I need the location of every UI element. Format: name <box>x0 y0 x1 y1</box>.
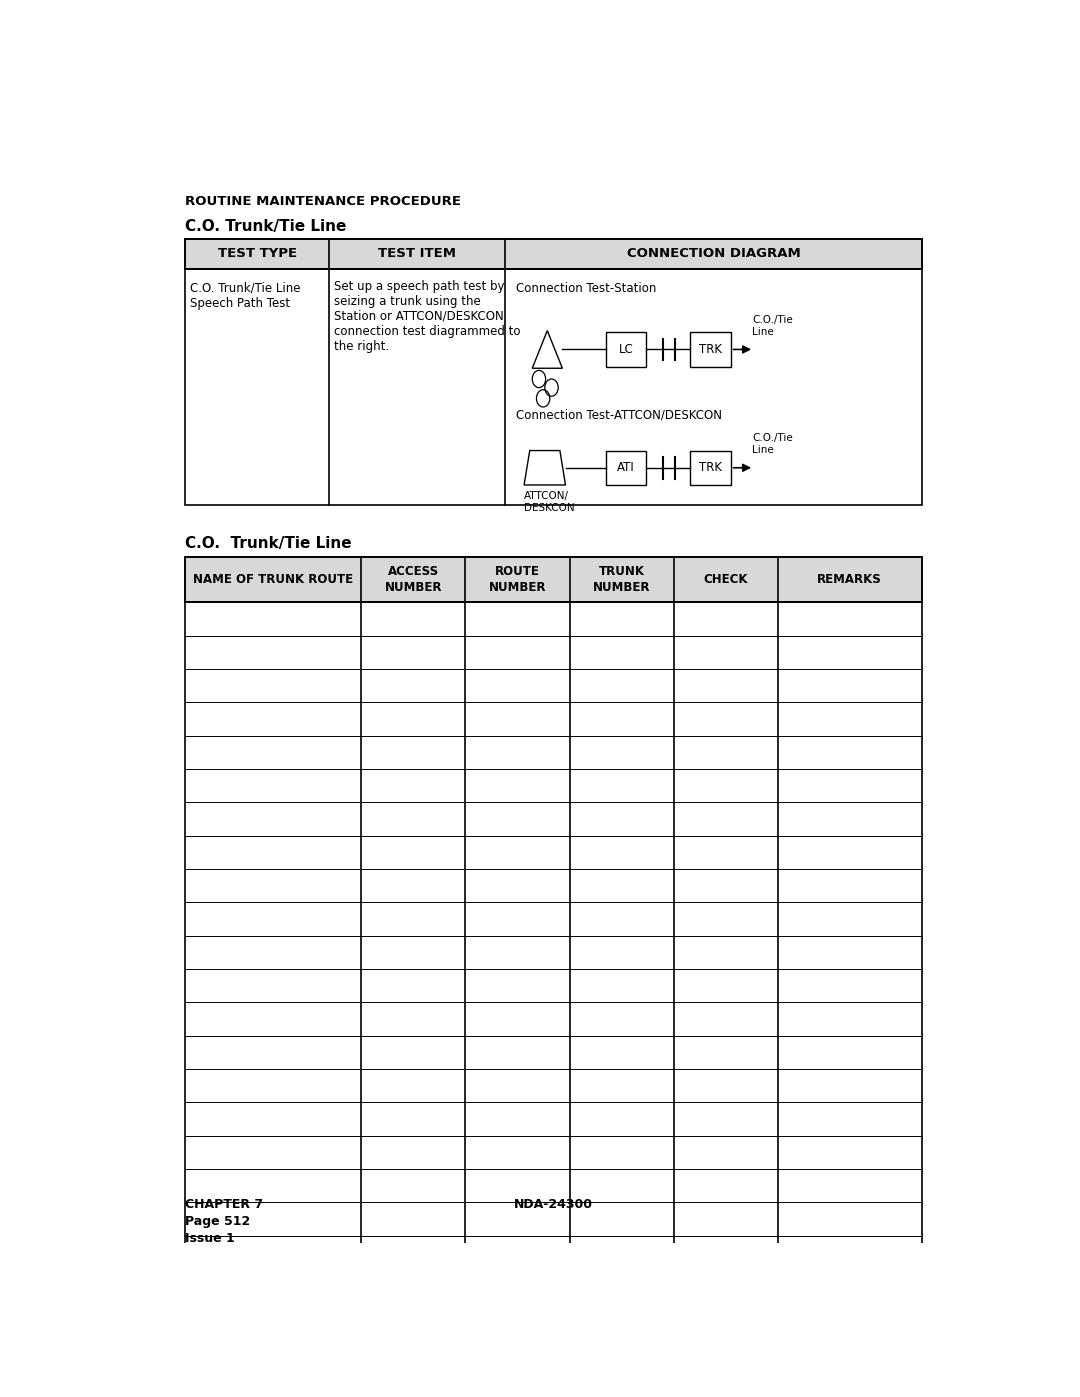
Bar <box>690 332 730 366</box>
Text: REMARKS: REMARKS <box>818 573 882 587</box>
Bar <box>186 239 922 268</box>
Text: TEST ITEM: TEST ITEM <box>378 247 457 260</box>
Text: Set up a speech path test by
seizing a trunk using the
Station or ATTCON/DESKCON: Set up a speech path test by seizing a t… <box>335 279 521 352</box>
Text: TRK: TRK <box>699 461 723 474</box>
Bar <box>186 268 922 506</box>
Text: ROUTE
NUMBER: ROUTE NUMBER <box>489 566 546 594</box>
Text: CHAPTER 7
Page 512
Issue 1: CHAPTER 7 Page 512 Issue 1 <box>186 1199 264 1245</box>
Text: TRUNK
NUMBER: TRUNK NUMBER <box>593 566 650 594</box>
Text: ACCESS
NUMBER: ACCESS NUMBER <box>384 566 442 594</box>
Bar <box>186 557 922 602</box>
Bar <box>186 239 922 268</box>
Bar <box>606 451 646 485</box>
Bar <box>606 332 646 366</box>
Text: Connection Test-ATTCON/DESKCON: Connection Test-ATTCON/DESKCON <box>515 408 721 422</box>
Bar <box>186 602 922 1268</box>
Text: TRK: TRK <box>699 342 723 356</box>
Text: Connection Test-Station: Connection Test-Station <box>515 282 656 295</box>
Bar <box>690 451 730 485</box>
Text: C.O./Tie
Line: C.O./Tie Line <box>753 433 793 455</box>
Text: C.O. Trunk/Tie Line: C.O. Trunk/Tie Line <box>186 219 347 235</box>
Text: ATI: ATI <box>617 461 635 474</box>
Text: LC: LC <box>619 342 633 356</box>
Bar <box>186 557 922 602</box>
Text: C.O. Trunk/Tie Line
Speech Path Test: C.O. Trunk/Tie Line Speech Path Test <box>190 282 300 310</box>
Text: C.O./Tie
Line: C.O./Tie Line <box>753 314 793 337</box>
Text: ROUTINE MAINTENANCE PROCEDURE: ROUTINE MAINTENANCE PROCEDURE <box>186 194 461 208</box>
Text: CONNECTION DIAGRAM: CONNECTION DIAGRAM <box>626 247 800 260</box>
Text: TEST TYPE: TEST TYPE <box>218 247 297 260</box>
Text: C.O.  Trunk/Tie Line: C.O. Trunk/Tie Line <box>186 535 352 550</box>
Text: NAME OF TRUNK ROUTE: NAME OF TRUNK ROUTE <box>193 573 353 587</box>
Text: CHECK: CHECK <box>703 573 747 587</box>
Text: NDA-24300: NDA-24300 <box>514 1199 593 1211</box>
Text: ATTCON/
DESKCON: ATTCON/ DESKCON <box>524 492 575 513</box>
